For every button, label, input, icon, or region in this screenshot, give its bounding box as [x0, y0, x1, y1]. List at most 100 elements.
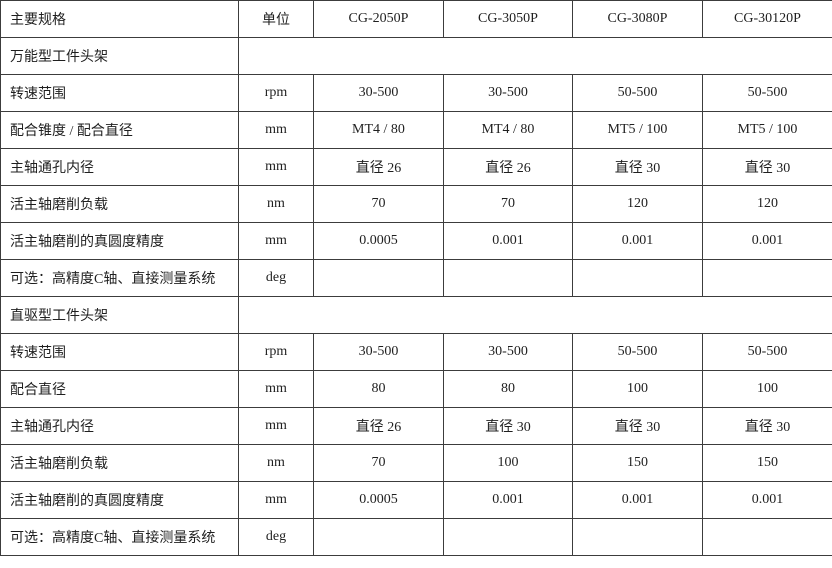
- value-cell: 直径 30: [572, 407, 703, 445]
- value-cell: 70: [313, 185, 444, 223]
- table-row: 活主轴磨削负载 nm 70 70 120 120: [0, 185, 832, 223]
- value-cell: 100: [443, 444, 573, 482]
- value-cell: 70: [443, 185, 573, 223]
- value-cell: 直径 30: [702, 407, 832, 445]
- value-cell: 0.001: [443, 481, 573, 519]
- unit-cell: mm: [238, 222, 314, 260]
- value-cell: 0.001: [572, 222, 703, 260]
- value-cell: 0.001: [572, 481, 703, 519]
- specifications-table: 主要规格 单位 CG-2050P CG-3050P CG-3080P CG-30…: [0, 0, 832, 556]
- table-row: 主轴通孔内径 mm 直径 26 直径 26 直径 30 直径 30: [0, 148, 832, 186]
- value-cell: 直径 30: [702, 148, 832, 186]
- spec-label: 可选：高精度C轴、直接测量系统: [0, 518, 239, 556]
- column-header-main-spec: 主要规格: [0, 0, 239, 38]
- unit-cell: deg: [238, 259, 314, 297]
- spec-label: 活主轴磨削负载: [0, 185, 239, 223]
- spec-label: 转速范围: [0, 74, 239, 112]
- value-cell: 0.001: [443, 222, 573, 260]
- unit-cell: deg: [238, 518, 314, 556]
- value-cell: MT4 / 80: [313, 111, 444, 149]
- value-cell: 50-500: [702, 74, 832, 112]
- section-merged-cell: [238, 37, 832, 75]
- column-header-model-3: CG-3080P: [572, 0, 703, 38]
- spec-label: 可选：高精度C轴、直接测量系统: [0, 259, 239, 297]
- section-row: 直驱型工件头架: [0, 296, 832, 334]
- unit-cell: rpm: [238, 74, 314, 112]
- value-cell: 30-500: [313, 333, 444, 371]
- value-cell: 50-500: [702, 333, 832, 371]
- value-cell: 50-500: [572, 74, 703, 112]
- value-cell: 70: [313, 444, 444, 482]
- table-row: 可选：高精度C轴、直接测量系统 deg: [0, 518, 832, 556]
- value-cell: [702, 259, 832, 297]
- spec-label: 主轴通孔内径: [0, 407, 239, 445]
- column-header-model-1: CG-2050P: [313, 0, 444, 38]
- value-cell: 120: [702, 185, 832, 223]
- section-row: 万能型工件头架: [0, 37, 832, 75]
- column-header-unit: 单位: [238, 0, 314, 38]
- value-cell: 0.001: [702, 222, 832, 260]
- value-cell: 30-500: [443, 333, 573, 371]
- value-cell: 直径 30: [572, 148, 703, 186]
- unit-cell: mm: [238, 148, 314, 186]
- table-row: 活主轴磨削负载 nm 70 100 150 150: [0, 444, 832, 482]
- value-cell: 30-500: [443, 74, 573, 112]
- unit-cell: nm: [238, 185, 314, 223]
- value-cell: 0.001: [702, 481, 832, 519]
- unit-cell: nm: [238, 444, 314, 482]
- value-cell: 100: [702, 370, 832, 408]
- table-row: 转速范围 rpm 30-500 30-500 50-500 50-500: [0, 74, 832, 112]
- value-cell: [443, 259, 573, 297]
- spec-label: 主轴通孔内径: [0, 148, 239, 186]
- value-cell: MT4 / 80: [443, 111, 573, 149]
- table-row: 活主轴磨削的真圆度精度 mm 0.0005 0.001 0.001 0.001: [0, 222, 832, 260]
- value-cell: 150: [702, 444, 832, 482]
- value-cell: 100: [572, 370, 703, 408]
- value-cell: [702, 518, 832, 556]
- value-cell: 80: [313, 370, 444, 408]
- value-cell: 直径 26: [313, 407, 444, 445]
- table-row: 配合直径 mm 80 80 100 100: [0, 370, 832, 408]
- unit-cell: mm: [238, 481, 314, 519]
- unit-cell: mm: [238, 370, 314, 408]
- spec-label: 活主轴磨削的真圆度精度: [0, 222, 239, 260]
- value-cell: 150: [572, 444, 703, 482]
- spec-label: 配合锥度 / 配合直径: [0, 111, 239, 149]
- column-header-model-4: CG-30120P: [702, 0, 832, 38]
- value-cell: 30-500: [313, 74, 444, 112]
- header-row: 主要规格 单位 CG-2050P CG-3050P CG-3080P CG-30…: [0, 0, 832, 38]
- unit-cell: mm: [238, 111, 314, 149]
- table-body: 万能型工件头架 转速范围 rpm 30-500 30-500 50-500 50-500 配合…: [0, 37, 832, 556]
- value-cell: [313, 259, 444, 297]
- value-cell: MT5 / 100: [572, 111, 703, 149]
- value-cell: 80: [443, 370, 573, 408]
- value-cell: [572, 259, 703, 297]
- table-row: 转速范围 rpm 30-500 30-500 50-500 50-500: [0, 333, 832, 371]
- unit-cell: mm: [238, 407, 314, 445]
- value-cell: 直径 26: [443, 148, 573, 186]
- value-cell: MT5 / 100: [702, 111, 832, 149]
- column-header-model-2: CG-3050P: [443, 0, 573, 38]
- section-label: 万能型工件头架: [0, 37, 239, 75]
- value-cell: 0.0005: [313, 222, 444, 260]
- value-cell: 直径 30: [443, 407, 573, 445]
- value-cell: 0.0005: [313, 481, 444, 519]
- value-cell: [313, 518, 444, 556]
- value-cell: 50-500: [572, 333, 703, 371]
- value-cell: [443, 518, 573, 556]
- section-merged-cell: [238, 296, 832, 334]
- section-label: 直驱型工件头架: [0, 296, 239, 334]
- spec-label: 配合直径: [0, 370, 239, 408]
- table-row: 可选：高精度C轴、直接测量系统 deg: [0, 259, 832, 297]
- table-row: 主轴通孔内径 mm 直径 26 直径 30 直径 30 直径 30: [0, 407, 832, 445]
- spec-label: 活主轴磨削的真圆度精度: [0, 481, 239, 519]
- table-row: 活主轴磨削的真圆度精度 mm 0.0005 0.001 0.001 0.001: [0, 481, 832, 519]
- unit-cell: rpm: [238, 333, 314, 371]
- value-cell: 直径 26: [313, 148, 444, 186]
- value-cell: 120: [572, 185, 703, 223]
- value-cell: [572, 518, 703, 556]
- spec-label: 转速范围: [0, 333, 239, 371]
- spec-label: 活主轴磨削负载: [0, 444, 239, 482]
- table-row: 配合锥度 / 配合直径 mm MT4 / 80 MT4 / 80 MT5 / 100 MT…: [0, 111, 832, 149]
